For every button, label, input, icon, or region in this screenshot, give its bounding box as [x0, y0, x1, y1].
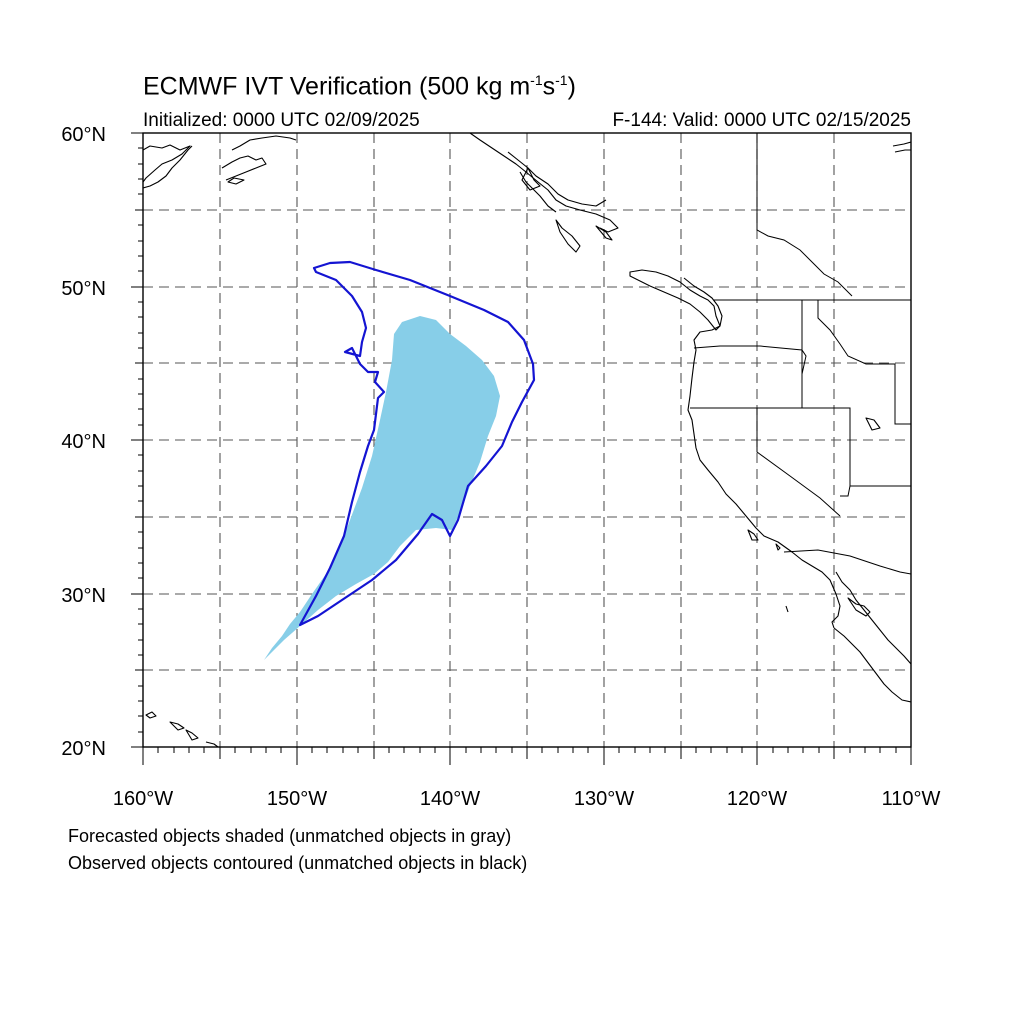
observed-object-contour [298, 260, 536, 627]
tick-marks [131, 132, 912, 765]
lon-label: 140°W [420, 788, 480, 810]
gridlines [143, 133, 911, 747]
lon-label: 110°W [882, 788, 941, 810]
forecast-object [264, 316, 500, 660]
map-title: ECMWF IVT Verification (500 kg m-1s-1) [143, 72, 576, 101]
lon-label: 120°W [727, 788, 787, 810]
lon-label: 160°W [113, 788, 173, 810]
lat-labels: 60°N 50°N 40°N 30°N 20°N [61, 124, 106, 760]
borders [690, 133, 911, 575]
lon-labels: 160°W 150°W 140°W 130°W 120°W 110°W [113, 788, 941, 810]
lat-label: 30°N [61, 585, 106, 607]
valid-time: F-144: Valid: 0000 UTC 02/15/2025 [612, 110, 911, 131]
lon-label: 130°W [574, 788, 634, 810]
initialized-time: Initialized: 0000 UTC 02/09/2025 [143, 110, 420, 131]
lon-label: 150°W [267, 788, 327, 810]
lat-label: 20°N [61, 738, 106, 760]
lat-label: 50°N [61, 278, 106, 300]
coastlines [143, 133, 911, 747]
legend-note-observed: Observed objects contoured (unmatched ob… [68, 853, 528, 873]
legend-note-forecast: Forecasted objects shaded (unmatched obj… [68, 826, 512, 846]
lat-label: 60°N [61, 124, 106, 146]
lat-label: 40°N [61, 431, 106, 453]
